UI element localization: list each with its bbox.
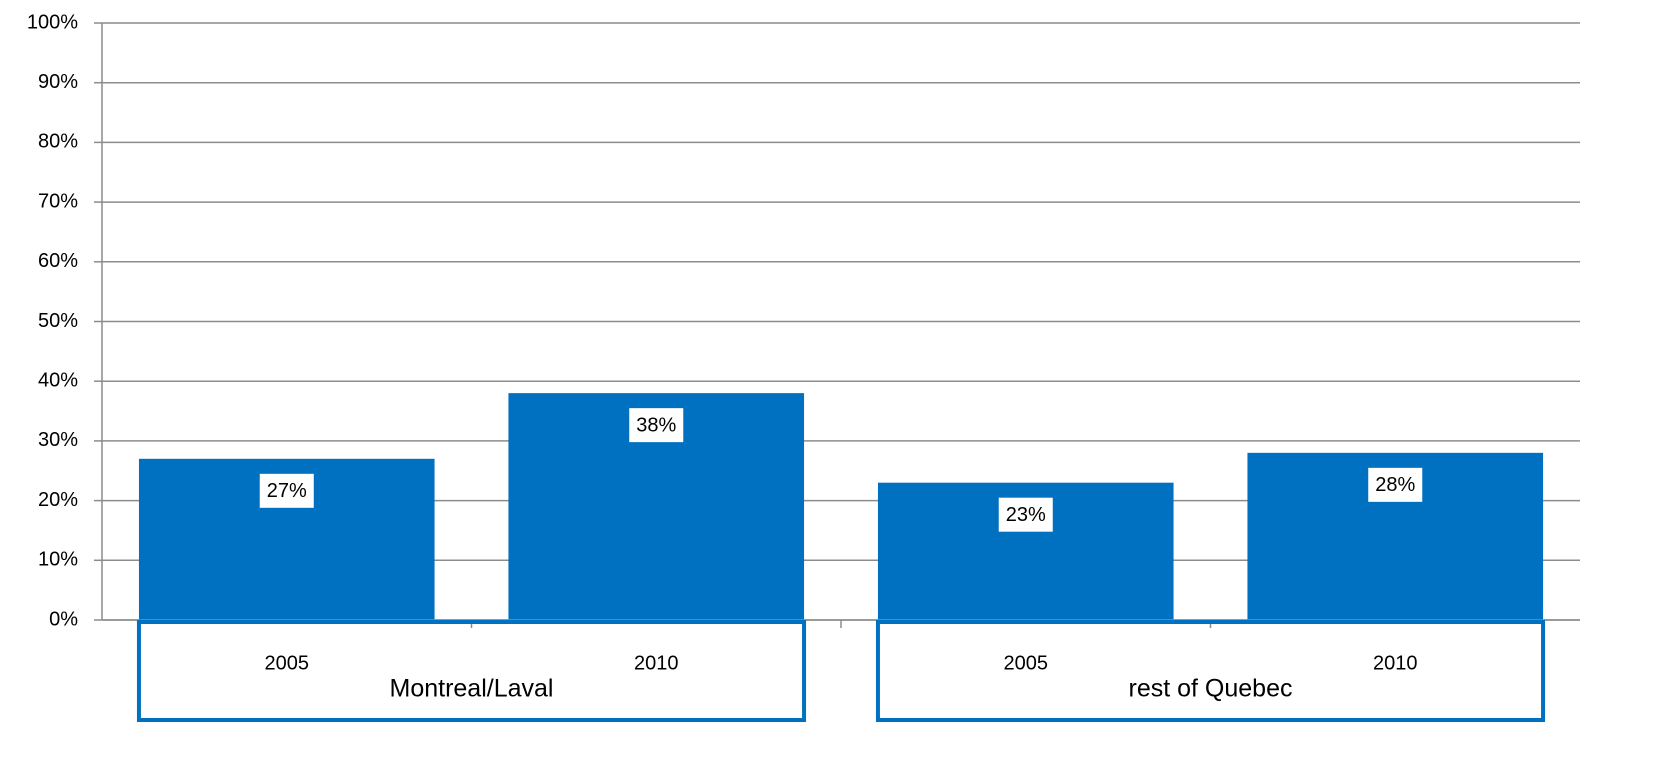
x-tick-label: 2010 <box>634 652 679 674</box>
value-label-box <box>1368 467 1423 502</box>
y-tick-label: 40% <box>38 369 78 391</box>
y-tick-label: 90% <box>38 71 78 93</box>
x-tick-label: 2010 <box>1373 652 1418 674</box>
group-label: rest of Quebec <box>1129 675 1293 703</box>
y-tick-label: 30% <box>38 429 78 451</box>
value-label-box <box>629 408 684 443</box>
value-label: 28% <box>1375 474 1415 496</box>
y-tick-label: 50% <box>38 310 78 332</box>
y-tick-label: 80% <box>38 131 78 153</box>
x-tick-label: 2005 <box>1004 652 1049 674</box>
y-tick-label: 100% <box>27 11 78 33</box>
group-label: Montreal/Laval <box>390 675 554 703</box>
value-label: 23% <box>1006 504 1046 526</box>
value-label-box <box>259 473 314 508</box>
group-box <box>875 620 1546 722</box>
y-tick-label: 20% <box>38 489 78 511</box>
value-label: 38% <box>636 414 676 436</box>
y-tick-label: 10% <box>38 549 78 571</box>
value-label-box <box>998 497 1053 532</box>
value-label: 27% <box>267 480 307 502</box>
y-tick-label: 0% <box>49 608 78 630</box>
x-tick-label: 2005 <box>265 652 310 674</box>
y-tick-label: 60% <box>38 250 78 272</box>
group-box <box>136 620 807 722</box>
y-tick-label: 70% <box>38 190 78 212</box>
